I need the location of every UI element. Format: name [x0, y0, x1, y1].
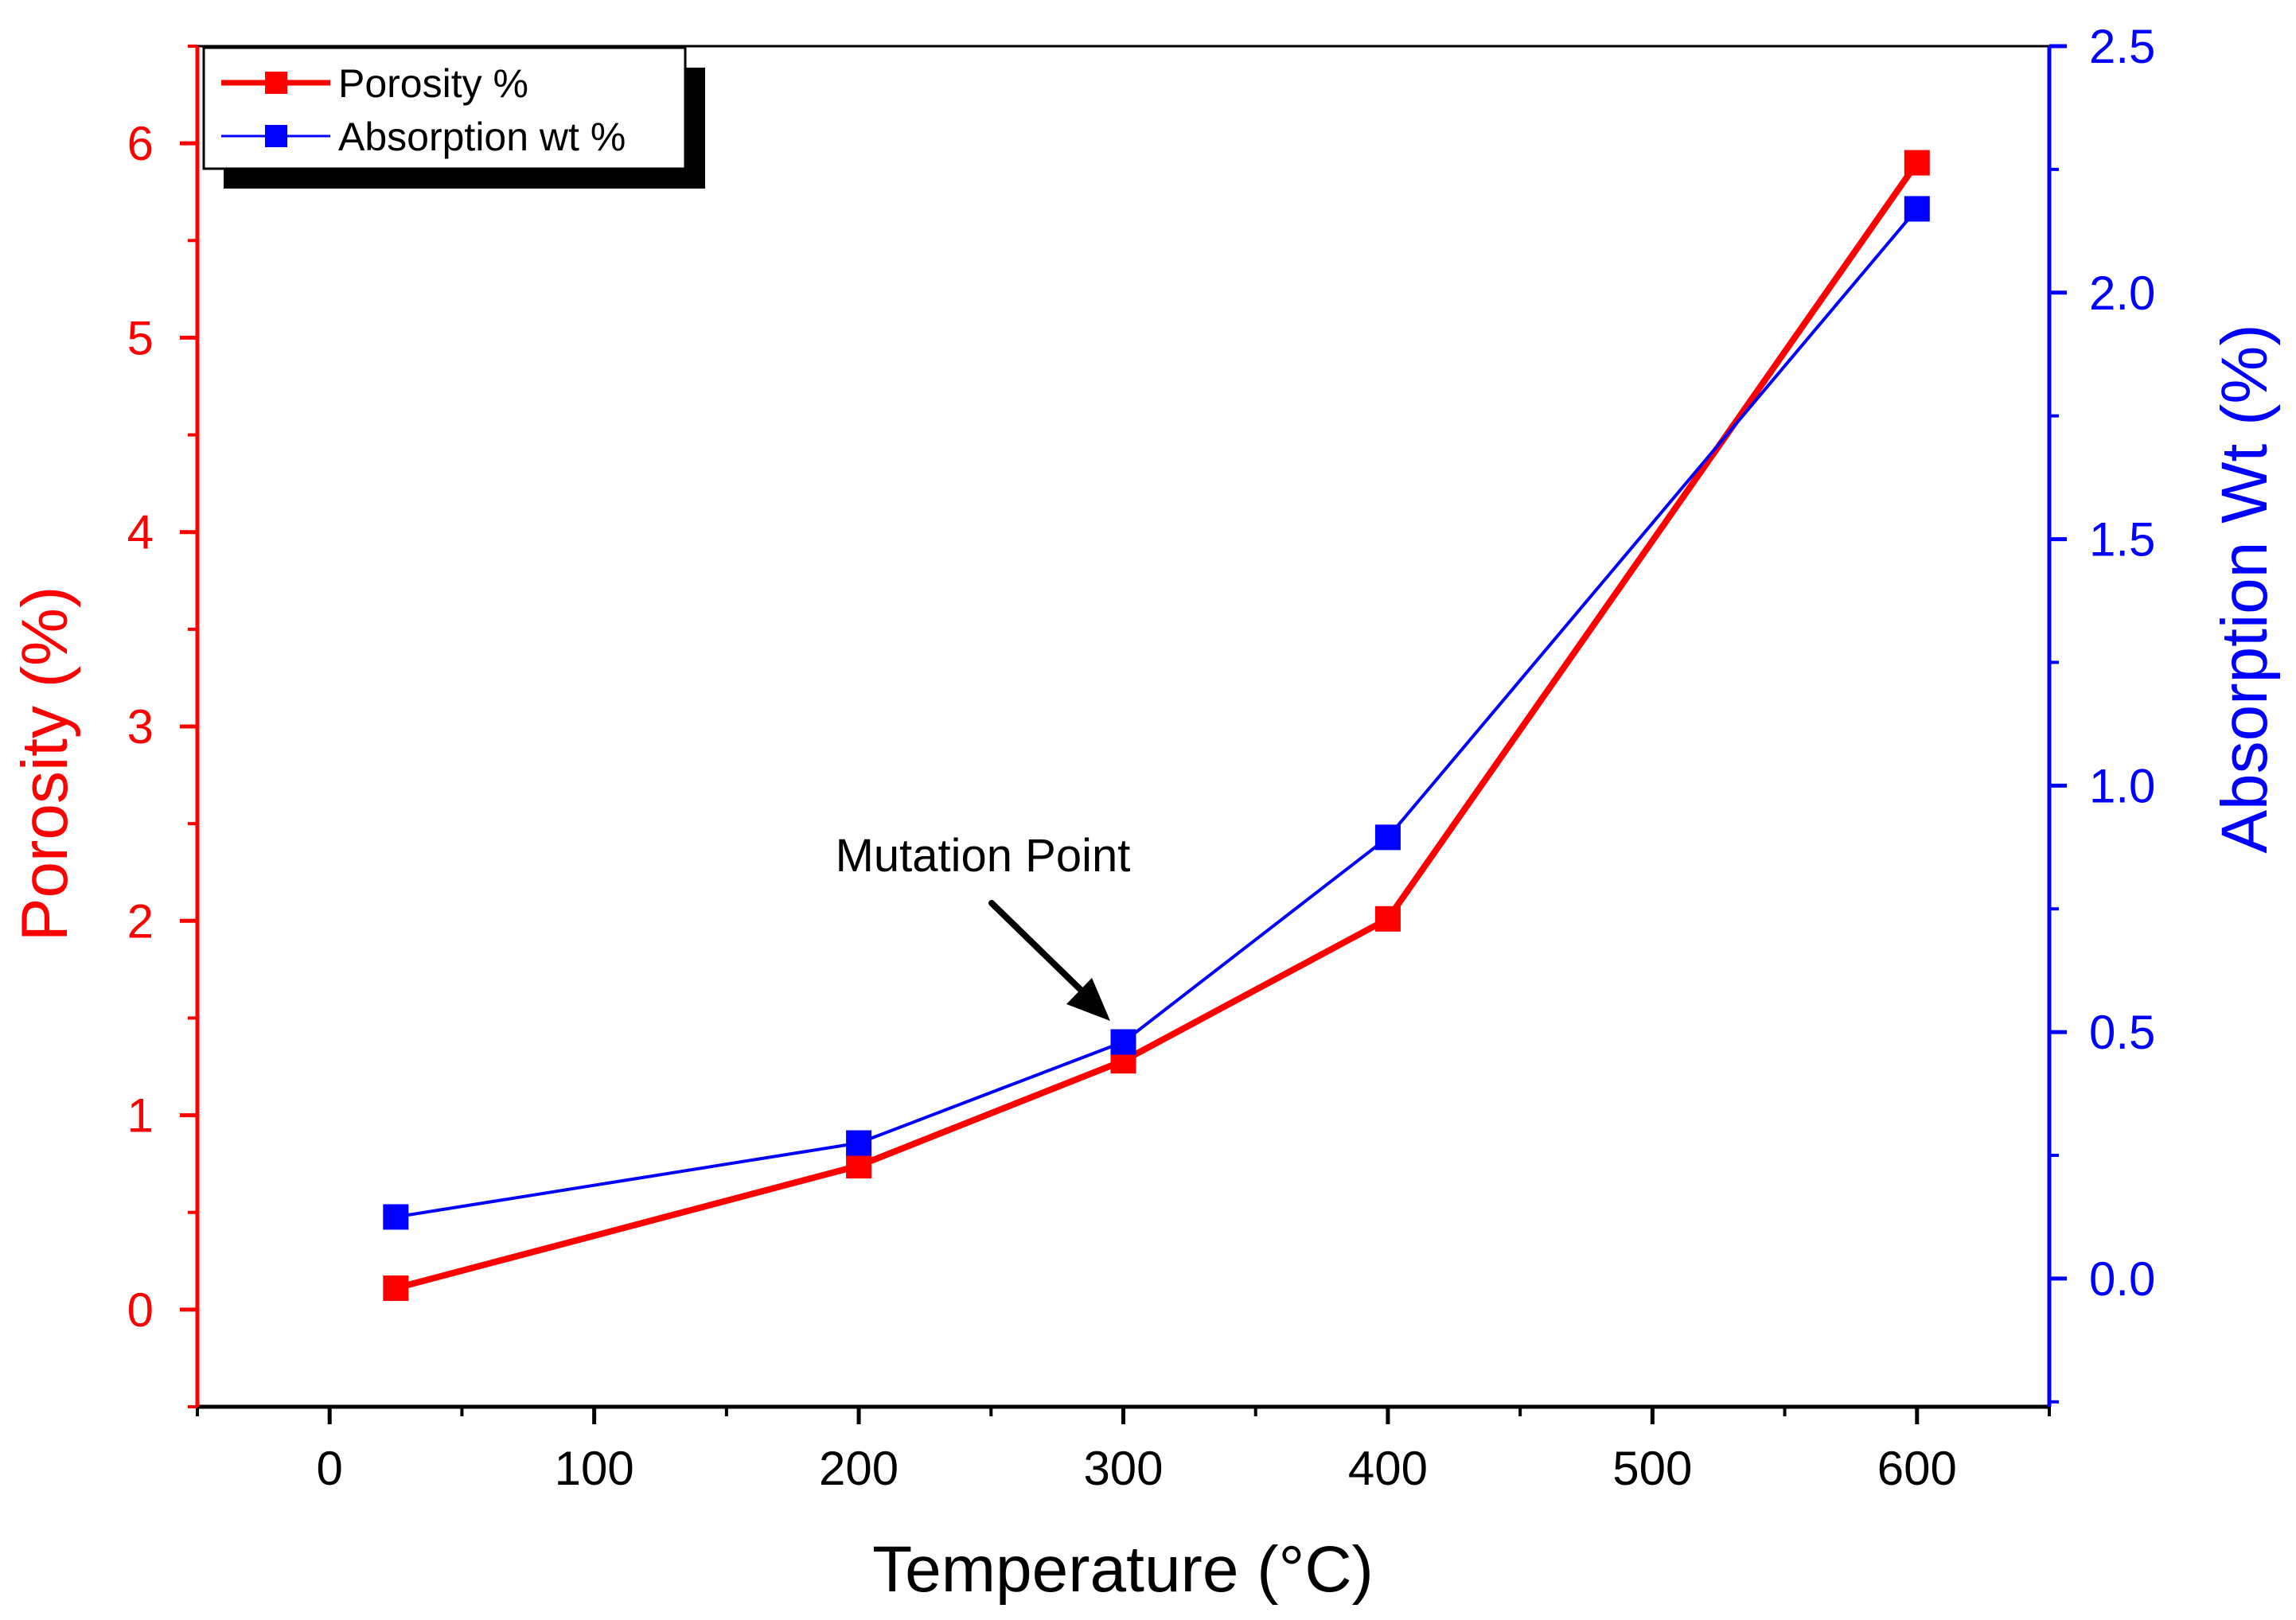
- left-y-axis-ticks: 0 1 2 3 4 5 6: [127, 45, 197, 1408]
- right-y-axis-label: Absorption Wt (%): [2208, 324, 2281, 853]
- annotation-mutation-point: Mutation Point: [836, 830, 1131, 882]
- porosity-point: [846, 1153, 872, 1179]
- left-y-tick-label: 1: [127, 1089, 154, 1143]
- right-y-tick-label: 0.5: [2089, 1006, 2155, 1059]
- x-tick-label: 100: [555, 1442, 634, 1495]
- x-tick-label: 500: [1612, 1442, 1692, 1495]
- legend-marker-absorption: [265, 125, 287, 147]
- absorption-point: [1374, 824, 1401, 851]
- absorption-point: [383, 1204, 409, 1230]
- x-axis-label: Temperature (°C): [872, 1533, 1374, 1606]
- left-y-tick-label: 0: [127, 1283, 154, 1337]
- right-y-tick-label: 1.5: [2089, 513, 2155, 567]
- series-absorption: [383, 196, 1930, 1230]
- legend-label-porosity: Porosity %: [338, 61, 528, 106]
- legend: Porosity % Absorption wt %: [202, 46, 705, 189]
- absorption-point: [1110, 1029, 1136, 1055]
- porosity-point: [1904, 150, 1930, 176]
- right-y-tick-label: 2.0: [2089, 267, 2155, 320]
- x-tick-label: 400: [1348, 1442, 1428, 1495]
- absorption-point: [846, 1130, 872, 1156]
- x-axis-ticks: 0 100 200 300 400 500 600: [196, 1407, 2051, 1495]
- x-tick-label: 600: [1877, 1442, 1957, 1495]
- legend-label-absorption: Absorption wt %: [338, 115, 626, 159]
- right-y-tick-label: 0.0: [2089, 1252, 2155, 1306]
- right-y-tick-label: 1.0: [2089, 759, 2155, 812]
- left-y-tick-label: 6: [127, 117, 154, 170]
- left-y-tick-label: 5: [127, 311, 154, 364]
- x-tick-label: 200: [819, 1442, 899, 1495]
- right-y-tick-label: 2.5: [2089, 20, 2155, 73]
- legend-box: [202, 46, 687, 170]
- x-tick-label: 300: [1083, 1442, 1163, 1495]
- left-y-tick-label: 2: [127, 894, 154, 948]
- left-y-axis-label: Porosity (%): [9, 586, 81, 942]
- series-porosity: [383, 150, 1930, 1301]
- porosity-point: [1374, 905, 1401, 932]
- porosity-point: [383, 1275, 409, 1301]
- x-tick-label: 0: [317, 1442, 343, 1495]
- left-y-tick-label: 3: [127, 700, 154, 754]
- absorption-point: [1904, 196, 1930, 222]
- left-y-tick-label: 4: [127, 506, 154, 559]
- right-y-axis-ticks: 0.0 0.5 1.0 1.5 2.0 2.5: [2049, 20, 2155, 1404]
- annotation-arrow: [988, 900, 1110, 1021]
- legend-marker-porosity: [265, 72, 287, 94]
